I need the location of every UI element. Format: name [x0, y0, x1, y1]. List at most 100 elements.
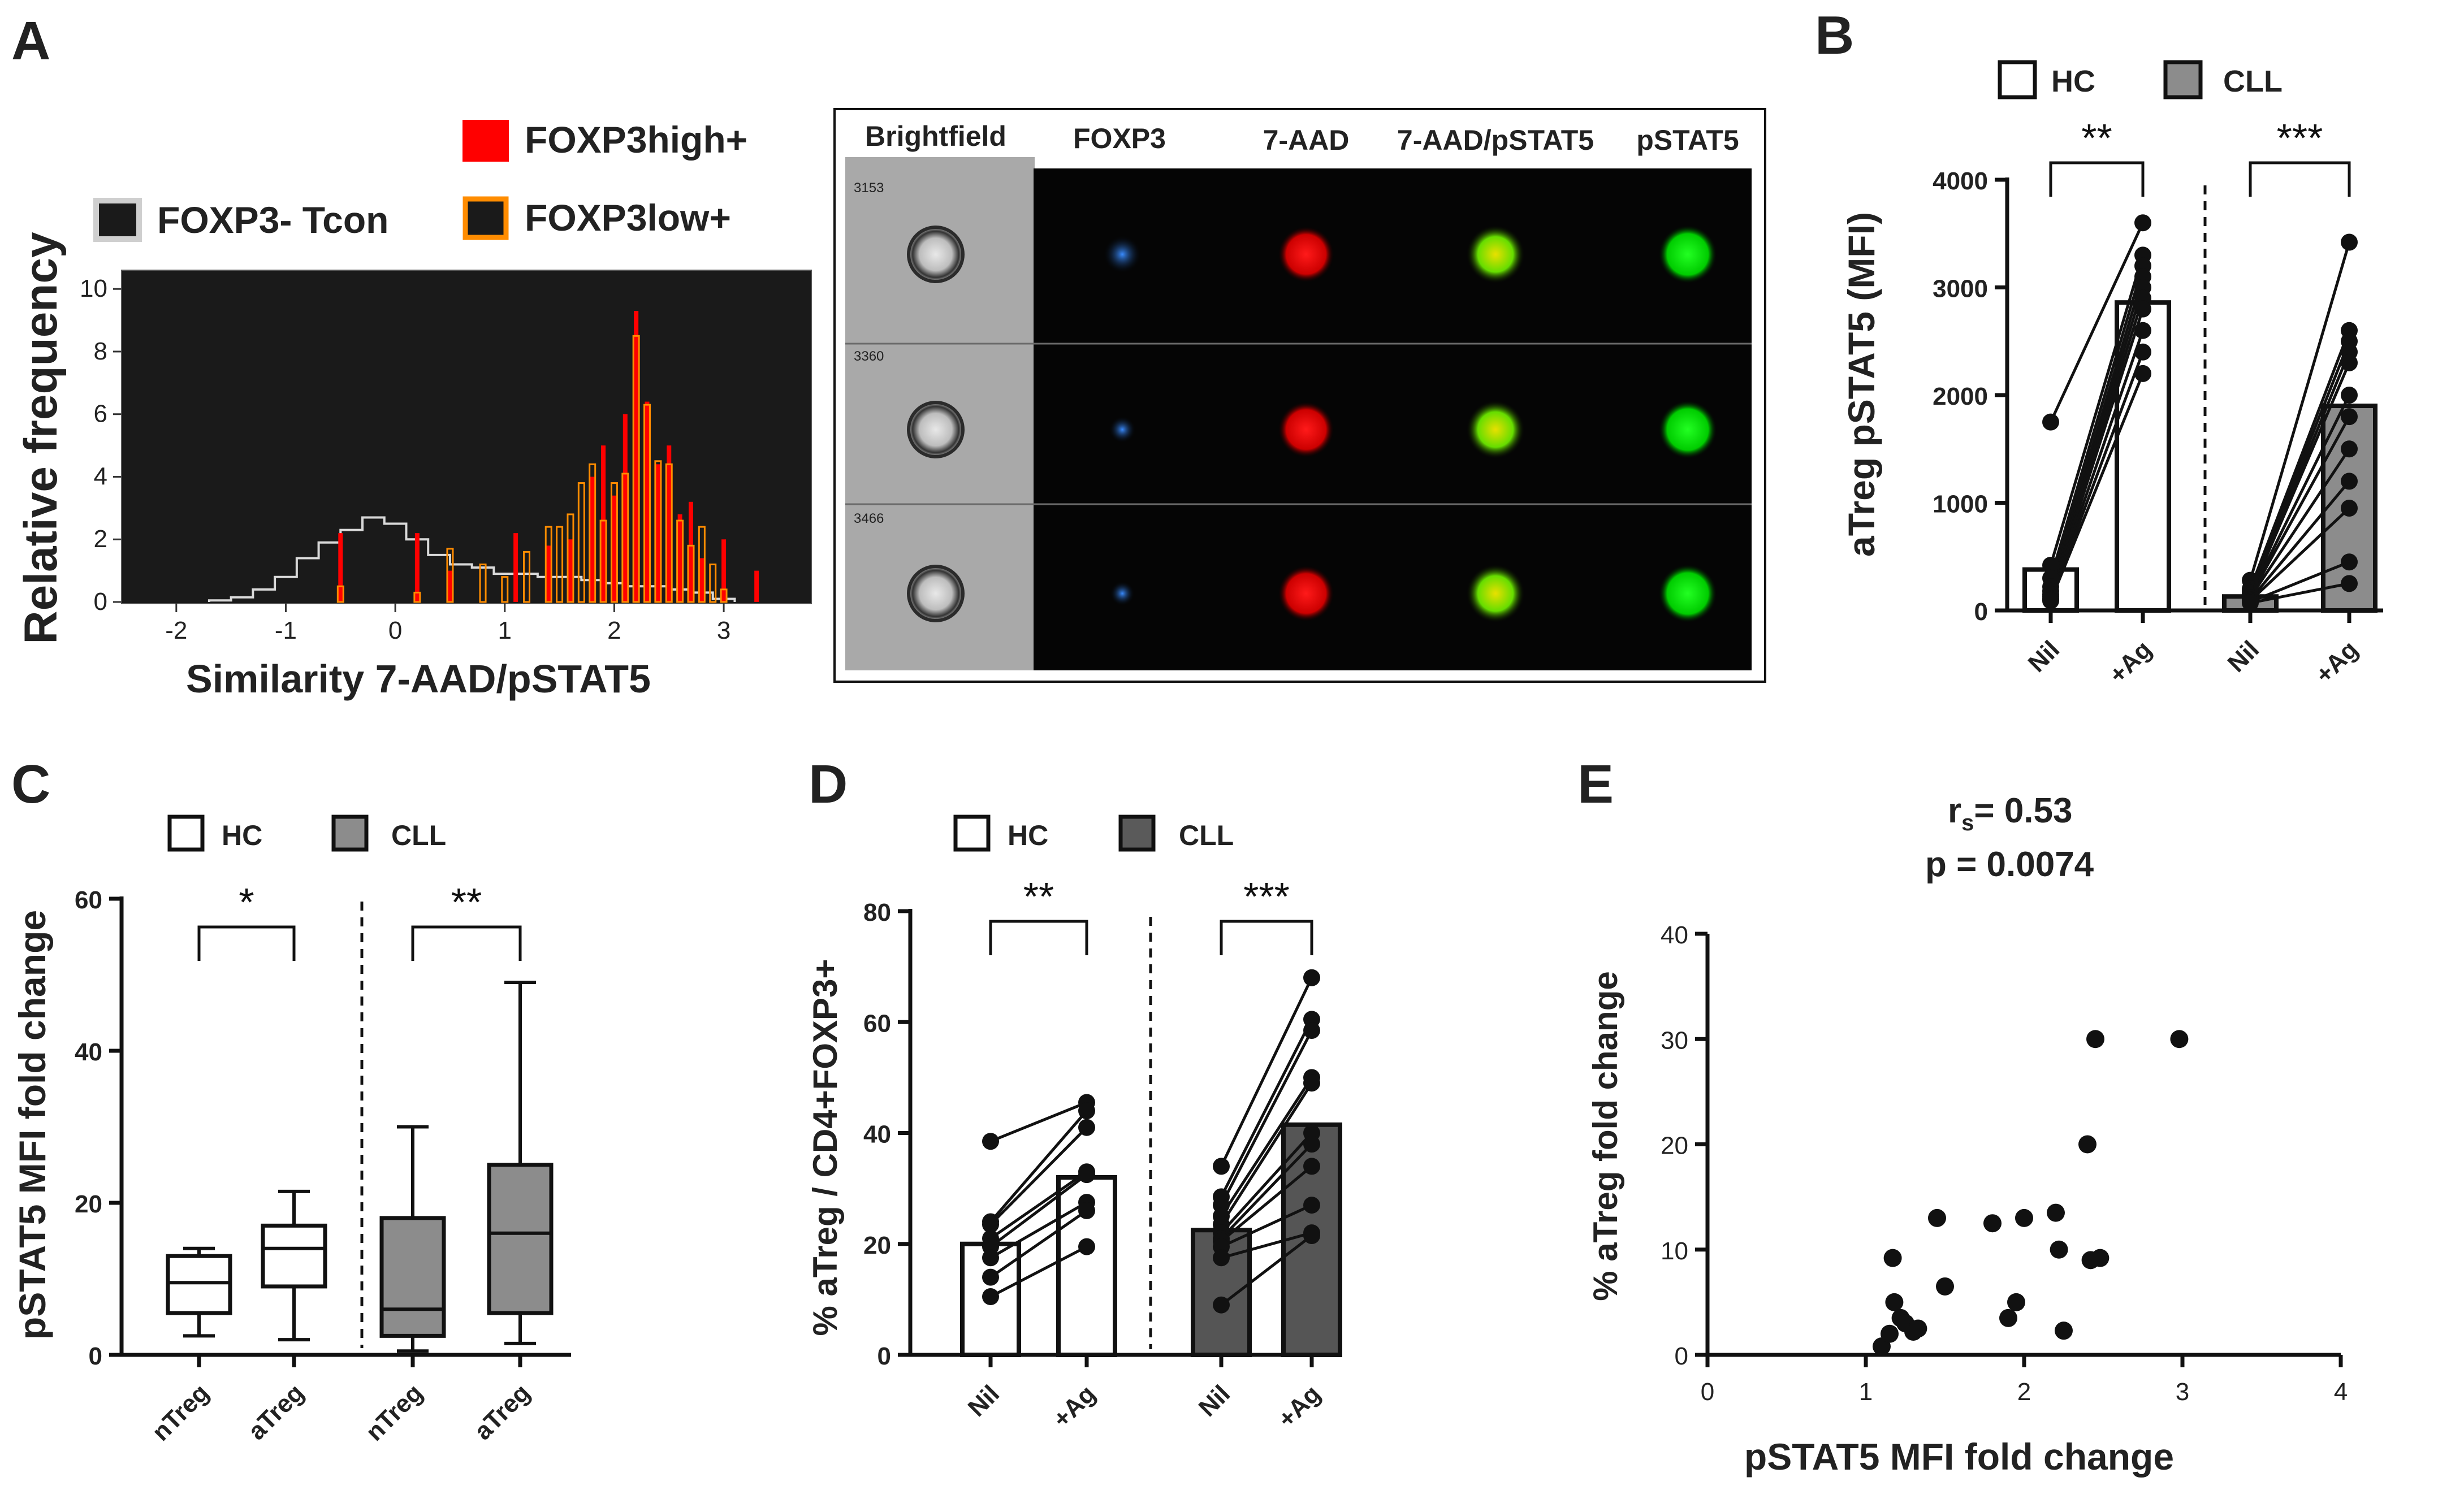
data-point-ag [1078, 1102, 1095, 1120]
histogram-bar-low [523, 551, 531, 603]
r-value: = 0.53 [1974, 791, 2072, 830]
legend-label-cll: CLL [391, 820, 446, 851]
paired-line [1220, 1132, 1313, 1234]
paired-line [989, 1201, 1088, 1259]
legend-label-hc: HC [222, 820, 262, 851]
y-tick-label: 20 [75, 1190, 102, 1218]
y-tick-label: 0 [89, 1342, 102, 1370]
significance-stars: * [239, 880, 254, 924]
histogram-ylabel: Relative frequency [15, 232, 67, 644]
y-tick-label: 2 [94, 525, 107, 553]
x-tick-label: +Ag [1048, 1380, 1101, 1433]
x-tick-label: 3 [717, 617, 730, 644]
x-tick-label: 2 [2017, 1378, 2031, 1406]
legend-swatch-high [462, 120, 509, 162]
cell-id: 3360 [854, 349, 884, 364]
paired-line [2049, 372, 2145, 601]
paired-line [989, 1245, 1088, 1298]
r-subscript: s [1961, 811, 1974, 835]
merge-signal [1466, 225, 1525, 284]
x-tick-label: Nil [2223, 635, 2264, 677]
panel-label-e: E [1577, 754, 1614, 815]
cell-id: 3153 [854, 180, 884, 196]
foxp3-signal [1110, 581, 1135, 606]
histogram-bar-low [709, 564, 717, 603]
histogram-bar-high [634, 310, 639, 602]
y-tick-label: 3000 [1933, 275, 1988, 303]
pstat5-signal [1658, 225, 1717, 284]
scatter-point [2015, 1208, 2033, 1227]
data-point-ag [1303, 1136, 1320, 1153]
histogram-bar-high [568, 539, 573, 602]
histogram-bar-high [645, 401, 650, 602]
panel-label-c: C [11, 754, 50, 815]
scatter-point [1909, 1319, 1927, 1338]
data-point-ag [1303, 1075, 1320, 1092]
histogram-bar-high [699, 558, 704, 602]
scatter-point [1983, 1214, 2002, 1233]
pstat5-signal [1658, 564, 1717, 623]
data-point-nil [1213, 1249, 1230, 1267]
y-tick-label: 4000 [1933, 167, 1988, 195]
data-point-ag [2134, 300, 2151, 318]
box [379, 1216, 446, 1338]
histogram-bar-low [654, 460, 662, 603]
paired-line [2049, 222, 2145, 423]
x-tick-label: 1 [498, 617, 512, 644]
y-tick-label: 0 [1675, 1342, 1688, 1370]
histogram-bar-high [688, 501, 693, 602]
x-tick-label: -2 [165, 617, 187, 644]
paired-line [1221, 1231, 1312, 1259]
histogram-bar-low [610, 482, 618, 603]
data-point-nil [2042, 413, 2059, 431]
x-tick-label: 2 [607, 617, 621, 644]
data-point-nil [982, 1249, 999, 1267]
cell-images [907, 225, 1717, 623]
data-point-nil [982, 1268, 999, 1286]
paired-line [1220, 1143, 1313, 1240]
scatter-point [1885, 1293, 1904, 1311]
y-tick-label: 40 [863, 1121, 891, 1149]
histogram-bar-low [446, 548, 454, 603]
x-tick-label: +Ag [2104, 635, 2157, 688]
y-tick-label: 30 [1661, 1026, 1688, 1054]
histogram-bar-low [676, 519, 684, 603]
legend-swatch-hc [1998, 60, 2037, 99]
histogram-bar-low [687, 544, 695, 603]
histogram-bar-low [567, 513, 574, 603]
cell-id: 3466 [854, 511, 884, 526]
fluorescence-area [1034, 168, 1752, 670]
merge-signal [1466, 400, 1525, 459]
scatter-point [2078, 1135, 2096, 1154]
histogram-bar-high [612, 495, 617, 602]
y-tick-label: 0 [94, 588, 107, 616]
x-tick-label: Nil [2023, 635, 2065, 677]
paired-line [2250, 560, 2350, 604]
histogram-bar-high [338, 533, 343, 602]
paired-line [1220, 977, 1313, 1167]
panel-label-b: B [1815, 5, 1854, 66]
scatter-point [2055, 1322, 2073, 1340]
paired-line [1220, 1234, 1313, 1306]
histogram-bar-low [599, 519, 607, 603]
histogram-bar-high [754, 570, 759, 602]
legend-label-tcon: FOXP3- Tcon [157, 199, 388, 241]
data-point-ag [2341, 575, 2358, 592]
paired-line [1220, 1165, 1313, 1242]
legend-swatch-cll [2163, 60, 2203, 99]
significance-stars: ** [2081, 116, 2112, 160]
data-point-ag [1078, 1238, 1095, 1255]
scatter-point [1999, 1309, 2017, 1327]
paired-line [2249, 415, 2351, 597]
paired-line [2249, 507, 2350, 602]
image-header-merge: 7-AAD/pSTAT5 [1397, 124, 1594, 156]
significance-bracket [989, 920, 1088, 955]
legend-label-low: FOXP3low+ [525, 197, 731, 239]
y-tick-label: 6 [94, 400, 107, 428]
y-tick-label: 20 [863, 1232, 891, 1259]
scatter-point [1881, 1324, 1899, 1343]
merge-signal [1466, 564, 1525, 623]
paired-line [1220, 1029, 1313, 1206]
paired-line [989, 1110, 1088, 1223]
